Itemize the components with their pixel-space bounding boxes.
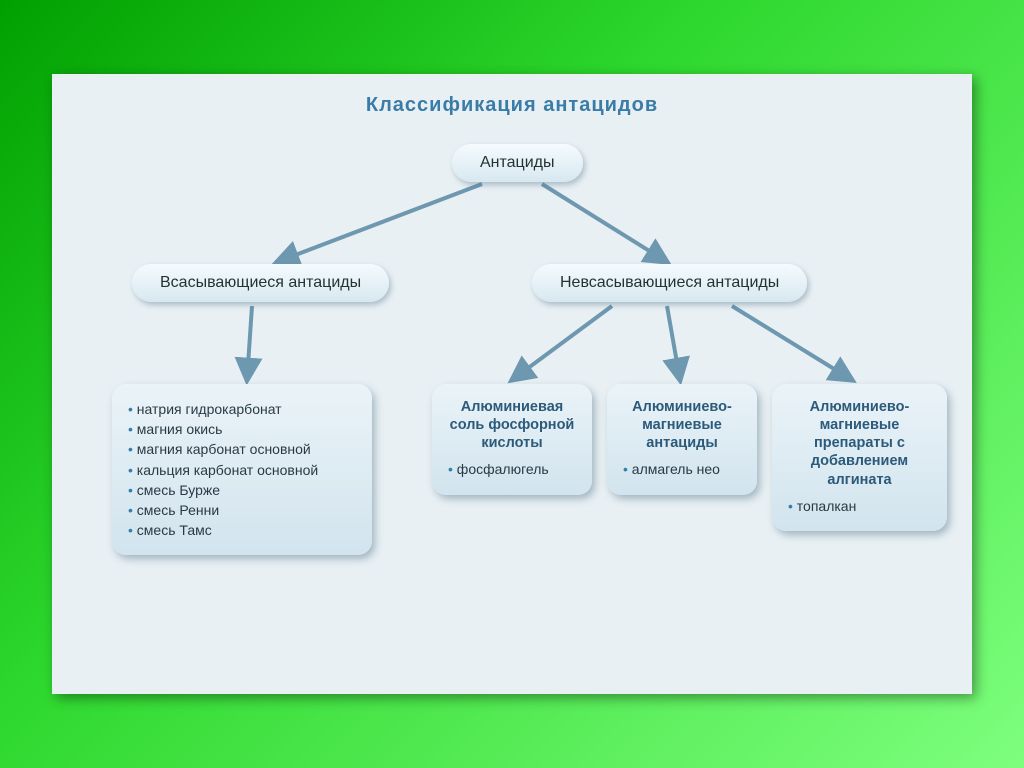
list-item: фосфалюгель <box>448 460 576 478</box>
list-item: алмагель нео <box>623 460 741 478</box>
root-node: Антациды <box>452 144 583 182</box>
list-item: смесь Бурже <box>128 481 356 499</box>
box-items-list: фосфалюгель <box>448 460 576 478</box>
diagram-canvas: Классификация антацидов Антациды Всасыва… <box>52 74 972 694</box>
box-heading: Алюминиево-магниевые антациды <box>623 398 741 452</box>
list-item: кальция карбонат основной <box>128 461 356 479</box>
right-child-box-2: Алюминиево-магниевые антациды алмагель н… <box>607 384 757 495</box>
box-heading: Алюминиево-магниевые препараты с добавле… <box>788 398 931 489</box>
box-heading: Алюминиевая соль фосфорной кислоты <box>448 398 576 452</box>
right-branch-label: Невсасывающиеся антациды <box>560 274 779 291</box>
left-items-list: натрия гидрокарбонат магния окись магния… <box>128 400 356 539</box>
left-branch-node: Всасывающиеся антациды <box>132 264 389 302</box>
right-child-box-3: Алюминиево-магниевые препараты с добавле… <box>772 384 947 531</box>
list-item: магния карбонат основной <box>128 440 356 458</box>
box-items-list: топалкан <box>788 497 931 515</box>
left-items-box: натрия гидрокарбонат магния окись магния… <box>112 384 372 555</box>
list-item: магния окись <box>128 420 356 438</box>
right-child-box-1: Алюминиевая соль фосфорной кислоты фосфа… <box>432 384 592 495</box>
list-item: топалкан <box>788 497 931 515</box>
right-branch-node: Невсасывающиеся антациды <box>532 264 807 302</box>
left-branch-label: Всасывающиеся антациды <box>160 274 361 291</box>
diagram-title: Классификация антацидов <box>82 94 942 117</box>
list-item: натрия гидрокарбонат <box>128 400 356 418</box>
list-item: смесь Тамс <box>128 521 356 539</box>
list-item: смесь Ренни <box>128 501 356 519</box>
box-items-list: алмагель нео <box>623 460 741 478</box>
root-label: Антациды <box>480 154 555 171</box>
